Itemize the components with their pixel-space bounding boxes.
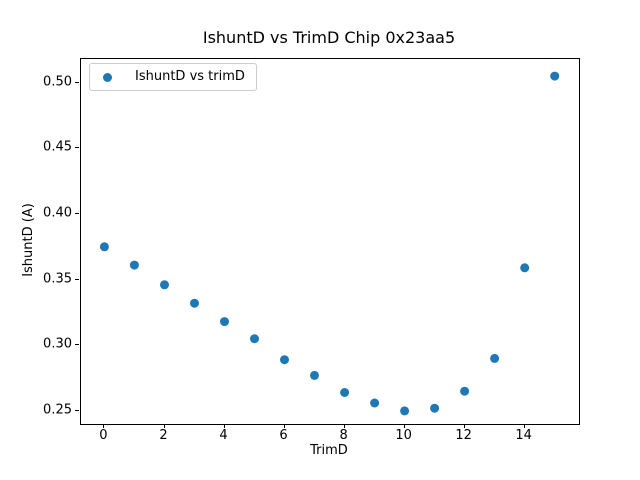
data-point: [370, 398, 380, 408]
x-tick-label: 8: [339, 428, 348, 443]
x-tick-mark: [223, 424, 225, 428]
legend-label: IshuntD vs trimD: [135, 69, 245, 84]
plot-area: IshuntD vs trimD: [80, 58, 580, 425]
y-tick-mark: [75, 81, 79, 83]
x-tick-label: 12: [455, 428, 472, 443]
data-point: [430, 403, 440, 413]
y-tick-mark: [75, 409, 79, 411]
data-point: [310, 370, 319, 380]
data-point: [129, 260, 139, 270]
data-point: [280, 355, 289, 365]
x-tick-mark: [283, 424, 285, 428]
data-point: [99, 242, 109, 252]
y-tick-label: 0.45: [43, 139, 72, 155]
x-axis-label: TrimD: [310, 443, 348, 458]
x-tick-label: 6: [279, 428, 288, 443]
data-point: [190, 298, 199, 308]
x-tick-label: 10: [395, 428, 412, 443]
y-tick-label: 0.35: [43, 271, 72, 287]
data-point: [340, 388, 350, 397]
data-point: [520, 263, 530, 273]
data-point: [550, 71, 560, 81]
x-tick-mark: [523, 424, 525, 428]
x-tick-label: 0: [99, 428, 108, 443]
chart-title: IshuntD vs TrimD Chip 0x23aa5: [202, 28, 456, 47]
x-tick-label: 4: [219, 428, 228, 443]
data-point: [250, 334, 259, 344]
data-point: [400, 406, 410, 416]
x-tick-mark: [463, 424, 465, 428]
y-tick-label: 0.30: [43, 336, 72, 352]
y-tick-label: 0.40: [43, 205, 72, 221]
y-tick-label: 0.25: [43, 402, 72, 418]
data-point: [460, 386, 470, 396]
data-point: [220, 317, 229, 327]
x-tick-mark: [343, 424, 345, 428]
x-tick-mark: [163, 424, 165, 428]
legend-marker-icon: [103, 72, 112, 82]
y-tick-label: 0.50: [43, 74, 72, 90]
x-tick-mark: [403, 424, 405, 428]
x-tick-mark: [103, 424, 105, 428]
data-point: [490, 353, 500, 363]
x-tick-label: 2: [159, 428, 168, 443]
y-tick-mark: [75, 278, 79, 280]
y-tick-mark: [75, 212, 79, 214]
x-tick-label: 14: [515, 428, 532, 443]
legend: IshuntD vs trimD: [89, 63, 257, 91]
y-tick-mark: [75, 147, 79, 149]
scatter-points: [99, 71, 560, 416]
data-point: [160, 280, 169, 290]
y-tick-mark: [75, 344, 79, 346]
